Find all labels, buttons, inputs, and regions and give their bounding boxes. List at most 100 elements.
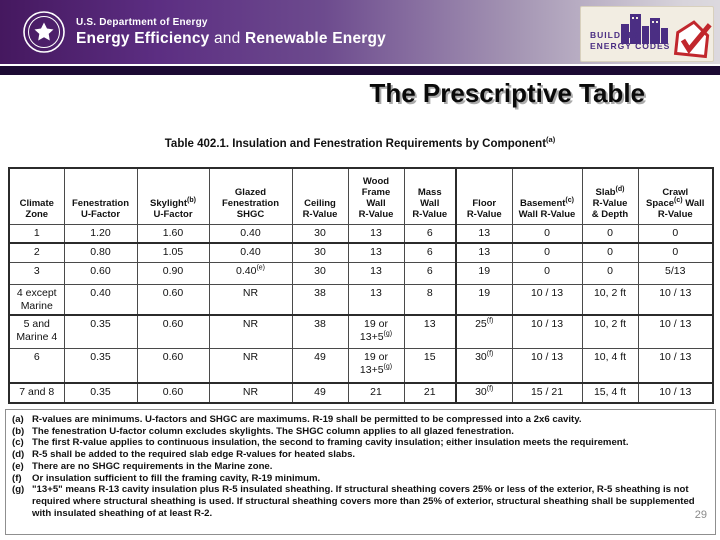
- table-cell: NR: [208, 348, 293, 384]
- table-cell: 0: [511, 242, 583, 263]
- table-cell: 21: [403, 381, 457, 404]
- footnote-item: (a) R-values are minimums. U-factors and …: [12, 414, 709, 426]
- table-cell: 15 / 21: [511, 381, 583, 404]
- table-cell: 21: [347, 381, 405, 404]
- table-cell: 0: [511, 223, 583, 244]
- column-header: Crawl Space(c) Wall R-Value: [637, 167, 714, 225]
- table-cell: 19: [455, 261, 513, 285]
- table-cell: 1: [8, 223, 65, 244]
- footnote-marker: (g): [12, 484, 25, 496]
- table-cell: 30(f): [455, 348, 513, 384]
- table-cell: 0: [581, 223, 639, 244]
- header-band: U.S. Department of Energy Energy Efficie…: [0, 0, 720, 64]
- footnote-text: Or insulation sufficient to fill the fra…: [32, 472, 321, 484]
- table-cell: 0.60: [136, 283, 210, 316]
- page-number: 29: [694, 509, 707, 521]
- table-cell: 13: [347, 223, 405, 244]
- table-cell: 2: [8, 242, 65, 263]
- footnote-marker: (c): [12, 437, 24, 449]
- table-cell: 13: [455, 242, 513, 263]
- table-cell: 1.05: [136, 242, 210, 263]
- table-row: 6 0.35 0.60 NR 49 19 or 13+5(g) 15 30(f) 10 / 13 1…: [8, 348, 714, 384]
- column-header: Fenestration U-Factor: [63, 167, 138, 225]
- table-cell: 1.20: [63, 223, 138, 244]
- table-cell: 13: [347, 242, 405, 263]
- footnote-marker: (b): [12, 425, 25, 437]
- table-row: 3 0.60 0.90 0.40(e) 30 13 6 19 0 0 5/13: [8, 261, 714, 285]
- table-cell: NR: [208, 381, 293, 404]
- table-row: 1 1.20 1.60 0.40 30 13 6 13 0 0 0: [8, 223, 714, 244]
- table-cell: 10 / 13: [637, 283, 714, 316]
- table-cell: 10, 4 ft: [581, 348, 639, 384]
- column-header: Ceiling R-Value: [291, 167, 349, 225]
- table-cell: 30: [291, 242, 349, 263]
- slide-title: The Prescriptive Table: [369, 78, 645, 108]
- footnote-item: (b) The fenestration U-factor column excl…: [12, 426, 709, 438]
- table-row: 4 except Marine 0.40 0.60 NR 38 13 8 19 10 / 13 10…: [8, 283, 714, 316]
- table-cell: 19 or 13+5(g): [347, 348, 405, 384]
- office-conjunction: and: [213, 30, 241, 47]
- footnote-marker: (d): [12, 449, 25, 461]
- table-row: 7 and 8 0.35 0.60 NR 49 21 21 30(f) 15 / 21 15, 4…: [8, 381, 714, 404]
- table-cell: 10 / 13: [637, 313, 714, 350]
- table-cell: 38: [291, 313, 349, 350]
- column-header: Skylight(b) U-Factor: [136, 167, 210, 225]
- table-cell: 30: [291, 261, 349, 285]
- column-header: Glazed Fenestration SHGC: [208, 167, 293, 225]
- table-cell: 0: [511, 261, 583, 285]
- table-row: 5 and Marine 4 0.35 0.60 NR 38 19 or 13+5(g) 13 2…: [8, 313, 714, 350]
- footnote-item: (c) The first R-value applies to continuo…: [12, 437, 709, 449]
- office-suffix: Renewable Energy: [240, 30, 386, 47]
- table-cell: 10 / 13: [511, 283, 583, 316]
- table-cell: 1.60: [136, 223, 210, 244]
- table-cell: 0.60: [63, 261, 138, 285]
- table-cell: 0.35: [63, 381, 138, 404]
- footnote-text: The fenestration U-factor column exclude…: [32, 425, 514, 437]
- table-cell: 7 and 8: [8, 381, 65, 404]
- table-cell: 13: [347, 283, 405, 316]
- skyline-icon: [621, 10, 679, 49]
- column-header: Wood Frame Wall R-Value: [347, 167, 405, 225]
- table-cell: 0.35: [63, 313, 138, 350]
- office-prefix: Energy Efficiency: [76, 30, 214, 47]
- footnote-text: R-values are minimums. U-factors and SHG…: [32, 414, 582, 425]
- table-cell: 0.60: [136, 313, 210, 350]
- table-cell: 0: [581, 242, 639, 263]
- requirements-table: Climate Zone Fenestration U-Factor Skylight(…: [8, 167, 714, 404]
- table-cell: 0.60: [136, 348, 210, 384]
- table-cell: 0.40: [208, 242, 293, 263]
- footnote-text: R-5 shall be added to the required slab …: [32, 449, 356, 461]
- office-name: Energy Efficiency and Renewable Energy: [76, 30, 386, 48]
- table-cell: 0.40: [208, 223, 293, 244]
- table-cell: 6: [403, 261, 457, 285]
- table-cell: 0.40: [63, 283, 138, 316]
- table-cell: 3: [8, 261, 65, 285]
- table-cell: 10 / 13: [511, 348, 583, 384]
- table-cell: 10, 2 ft: [581, 313, 639, 350]
- building-energy-codes-logo: BUILDING ENERGY CODES: [580, 6, 714, 62]
- table-cell: 0.90: [136, 261, 210, 285]
- column-header: Basement(c) Wall R-Value: [511, 167, 583, 225]
- table-cell: 10 / 13: [511, 313, 583, 350]
- footnote-item: (f) Or insulation sufficient to fill the …: [12, 473, 709, 485]
- doe-seal-icon: [22, 10, 66, 54]
- table-cell: NR: [208, 283, 293, 316]
- table-cell: 49: [291, 348, 349, 384]
- table-cell: 5/13: [637, 261, 714, 285]
- table-cell: 30: [291, 223, 349, 244]
- logo-text-line1: BUILDING: [590, 30, 640, 40]
- table-cell: 49: [291, 381, 349, 404]
- table-cell: 15, 4 ft: [581, 381, 639, 404]
- logo-text-line2: ENERGY CODES: [590, 41, 671, 51]
- table-cell: 8: [403, 283, 457, 316]
- table-cell: 6: [8, 348, 65, 384]
- table-cell: 0.40(e): [208, 261, 293, 285]
- table-cell: 6: [403, 223, 457, 244]
- table-cell: 5 and Marine 4: [8, 313, 65, 350]
- table-container: Climate Zone Fenestration U-Factor Skylight(…: [8, 167, 714, 404]
- table-cell: 0: [637, 223, 714, 244]
- table-cell: 0: [637, 242, 714, 263]
- table-cell: NR: [208, 313, 293, 350]
- agency-name: U.S. Department of Energy: [76, 17, 208, 28]
- footnote-text: The first R-value applies to continuous …: [32, 437, 629, 449]
